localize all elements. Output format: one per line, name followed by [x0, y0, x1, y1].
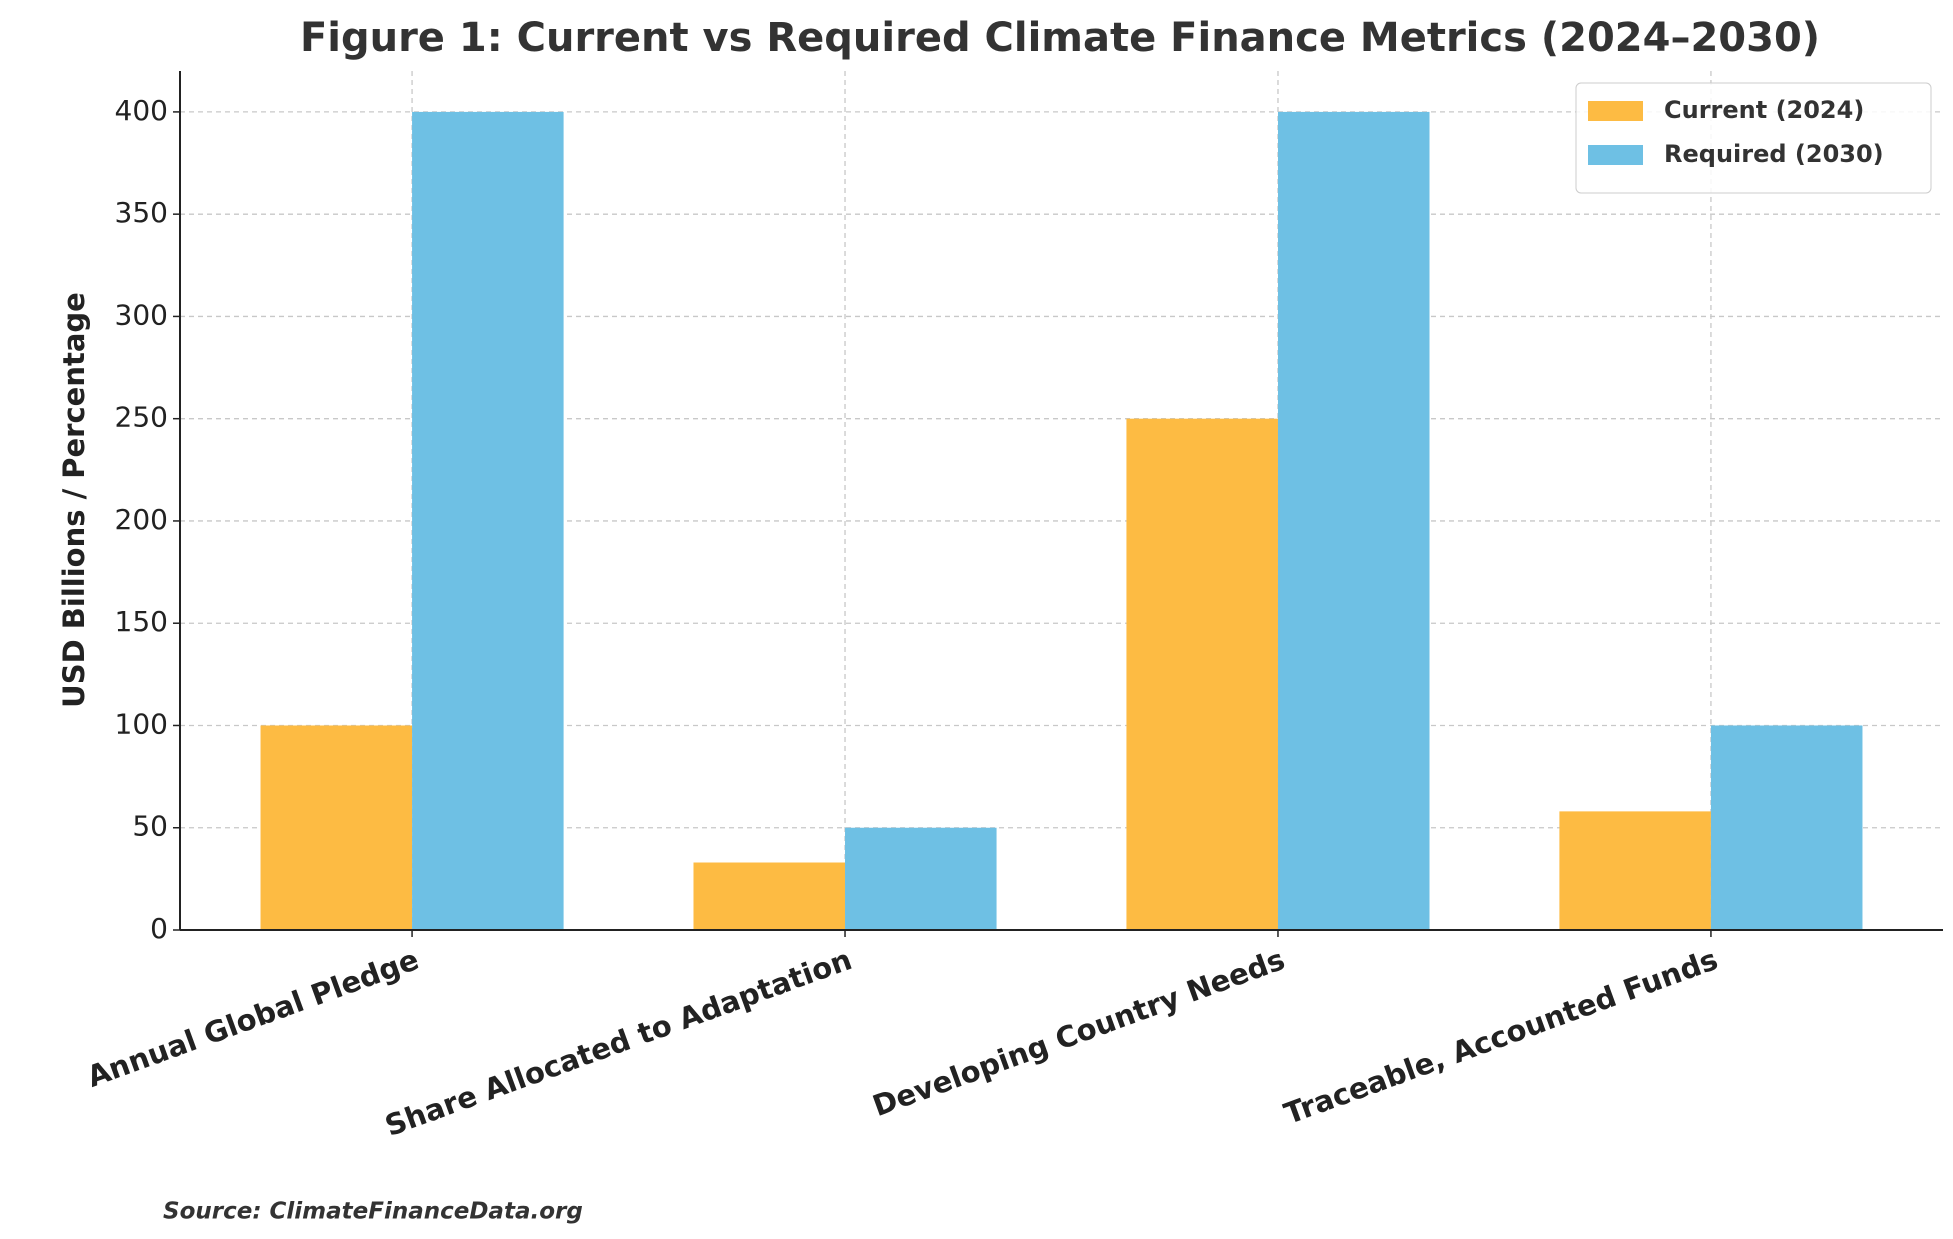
legend-swatch: [1588, 145, 1643, 165]
y-tick-label: 0: [150, 912, 168, 945]
bar: [845, 827, 997, 930]
legend-box: [1575, 82, 1932, 194]
bar: [1559, 811, 1711, 930]
x-tick-label: Share Allocated to Adaptation: [381, 942, 857, 1143]
y-tick-label: 300: [115, 298, 168, 331]
x-tick-label: Traceable, Accounted Funds: [1280, 942, 1722, 1131]
y-tick-label: 350: [115, 196, 168, 229]
legend-label: Current (2024): [1664, 96, 1864, 124]
bar: [260, 725, 413, 930]
source-note: Source: ClimateFinanceData.org: [163, 1199, 583, 1225]
x-tick-label: Developing Country Needs: [868, 942, 1289, 1123]
bar: [1277, 111, 1430, 930]
y-tick-label: 400: [115, 94, 168, 127]
y-axis-label: USD Billions / Percentage: [57, 292, 91, 708]
x-tick-label: Annual Global Pledge: [83, 942, 424, 1094]
y-tick-label: 50: [132, 810, 168, 843]
bar: [412, 111, 564, 930]
y-tick-label: 150: [115, 605, 168, 638]
y-tick-label: 200: [115, 503, 168, 536]
legend-label: Required (2030): [1664, 140, 1884, 168]
y-tick-label: 250: [115, 401, 168, 434]
chart-title: Figure 1: Current vs Required Climate Fi…: [300, 15, 1820, 61]
bar: [693, 862, 846, 930]
bar: [1126, 418, 1278, 930]
y-tick-label: 100: [115, 707, 168, 740]
bar: [1710, 725, 1863, 930]
legend-swatch: [1588, 101, 1643, 121]
